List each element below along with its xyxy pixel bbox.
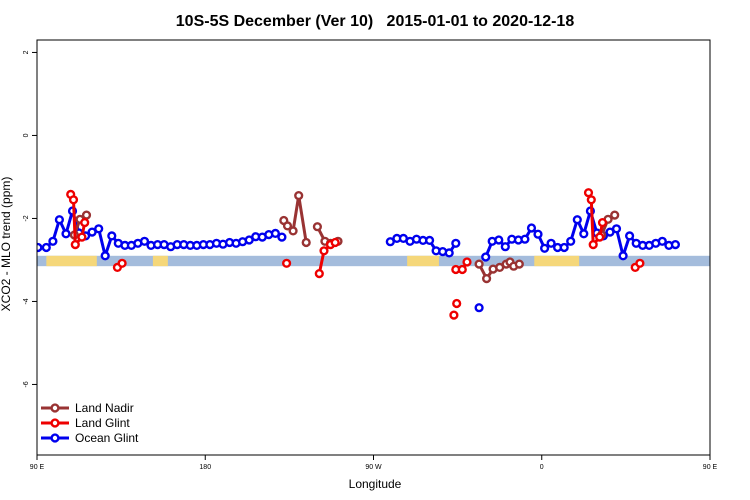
data-point-land-nadir xyxy=(288,226,298,236)
ocean-band xyxy=(37,255,710,267)
data-point-ocean-glint xyxy=(539,243,550,253)
data-point-land-nadir xyxy=(294,191,304,201)
data-point-ocean-glint xyxy=(139,236,150,246)
x-tick-label: 90 E xyxy=(703,464,718,471)
data-point-land-glint xyxy=(330,237,340,248)
x-tick-label: 90 E xyxy=(30,464,45,471)
y-tick-label: 2 xyxy=(23,50,30,54)
series-ocean-glint xyxy=(37,206,681,313)
data-point-ocean-glint xyxy=(566,236,576,246)
data-point-ocean-glint xyxy=(611,224,622,234)
data-point-land-glint xyxy=(314,269,324,279)
data-point-land-glint xyxy=(597,218,608,228)
data-point-ocean-glint xyxy=(533,229,543,239)
x-tick-label: 180 xyxy=(199,464,211,471)
data-point-ocean-glint xyxy=(100,251,110,261)
data-point-ocean-glint xyxy=(277,232,287,242)
data-point-ocean-glint xyxy=(572,215,582,225)
data-point-ocean-glint xyxy=(494,235,504,245)
land-band-segment xyxy=(534,255,580,267)
data-point-ocean-glint xyxy=(624,231,635,241)
data-point-land-glint xyxy=(282,258,292,268)
x-tick-label: 90 W xyxy=(365,464,382,471)
data-point-land-nadir xyxy=(81,210,92,220)
land-band-segment xyxy=(46,255,97,267)
data-point-ocean-glint xyxy=(41,242,51,253)
data-point-ocean-glint xyxy=(425,235,435,246)
legend-marker xyxy=(50,418,60,428)
legend-label: Land Glint xyxy=(75,416,130,430)
data-point-land-nadir xyxy=(482,274,492,284)
data-point-ocean-glint xyxy=(444,248,454,258)
data-point-land-nadir xyxy=(514,259,524,269)
y-tick-label: -2 xyxy=(23,215,30,221)
data-point-land-glint xyxy=(452,298,462,309)
data-point-land-glint xyxy=(117,258,127,268)
data-point-ocean-glint xyxy=(54,215,65,225)
data-point-ocean-glint xyxy=(270,228,281,239)
data-point-ocean-glint xyxy=(618,251,628,261)
data-point-ocean-glint xyxy=(48,236,58,246)
data-point-land-nadir xyxy=(312,222,323,232)
data-point-land-glint xyxy=(462,257,472,267)
x-tick-label: 0 xyxy=(540,464,544,471)
data-point-land-glint xyxy=(68,195,79,205)
legend-label: Ocean Glint xyxy=(75,431,139,445)
y-tick-label: -6 xyxy=(23,381,30,387)
data-point-land-glint xyxy=(449,310,459,320)
legend-item-ocean-glint: Ocean Glint xyxy=(41,431,139,445)
data-point-land-nadir xyxy=(610,210,620,220)
data-point-land-glint xyxy=(457,264,467,275)
land-band-segment xyxy=(407,255,439,267)
data-point-land-glint xyxy=(583,188,594,198)
data-point-ocean-glint xyxy=(559,242,569,253)
data-point-land-glint xyxy=(595,232,605,242)
y-tick-label: -4 xyxy=(23,298,30,304)
data-point-ocean-glint xyxy=(94,224,104,234)
data-point-ocean-glint xyxy=(670,240,681,250)
data-point-ocean-glint xyxy=(546,238,556,248)
data-point-ocean-glint xyxy=(500,242,510,252)
series-layer xyxy=(37,188,681,320)
legend-marker xyxy=(50,433,60,443)
data-point-land-nadir xyxy=(282,221,293,231)
data-point-ocean-glint xyxy=(657,236,667,246)
y-tick-label: 0 xyxy=(23,133,30,137)
data-point-land-glint xyxy=(319,246,329,256)
data-point-ocean-glint xyxy=(474,303,484,313)
chart-title: 10S-5S December (Ver 10) 2015-01-01 to 2… xyxy=(176,13,575,30)
data-point-land-glint xyxy=(77,232,87,242)
data-point-ocean-glint xyxy=(579,229,589,239)
legend-label: Land Nadir xyxy=(75,401,134,415)
data-point-ocean-glint xyxy=(107,231,117,241)
legend-marker xyxy=(50,403,60,413)
land-band-segment xyxy=(152,255,168,267)
legend-item-land-glint: Land Glint xyxy=(41,416,130,430)
axes: 90 E 180 90 W 0 90 E 2 0 -2 -4 -6 xyxy=(23,50,718,471)
data-point-land-glint xyxy=(586,195,596,205)
legend-item-land-nadir: Land Nadir xyxy=(41,401,134,415)
surface-band xyxy=(37,255,710,267)
data-point-ocean-glint xyxy=(37,242,43,253)
data-point-land-glint xyxy=(635,258,645,268)
data-point-ocean-glint xyxy=(451,238,461,248)
data-point-land-glint xyxy=(80,218,90,228)
data-point-ocean-glint xyxy=(526,223,537,233)
data-point-land-glint xyxy=(70,240,80,250)
data-point-ocean-glint xyxy=(61,229,71,239)
data-point-land-nadir xyxy=(301,237,311,248)
series-land-glint xyxy=(66,188,645,320)
data-point-land-glint xyxy=(588,240,598,250)
data-point-ocean-glint xyxy=(520,234,530,244)
y-axis-label: XCO2 - MLO trend (ppm) xyxy=(0,177,13,312)
x-axis-label: Longitude xyxy=(349,477,402,491)
data-point-ocean-glint xyxy=(481,252,491,262)
data-point-land-nadir xyxy=(474,259,484,269)
